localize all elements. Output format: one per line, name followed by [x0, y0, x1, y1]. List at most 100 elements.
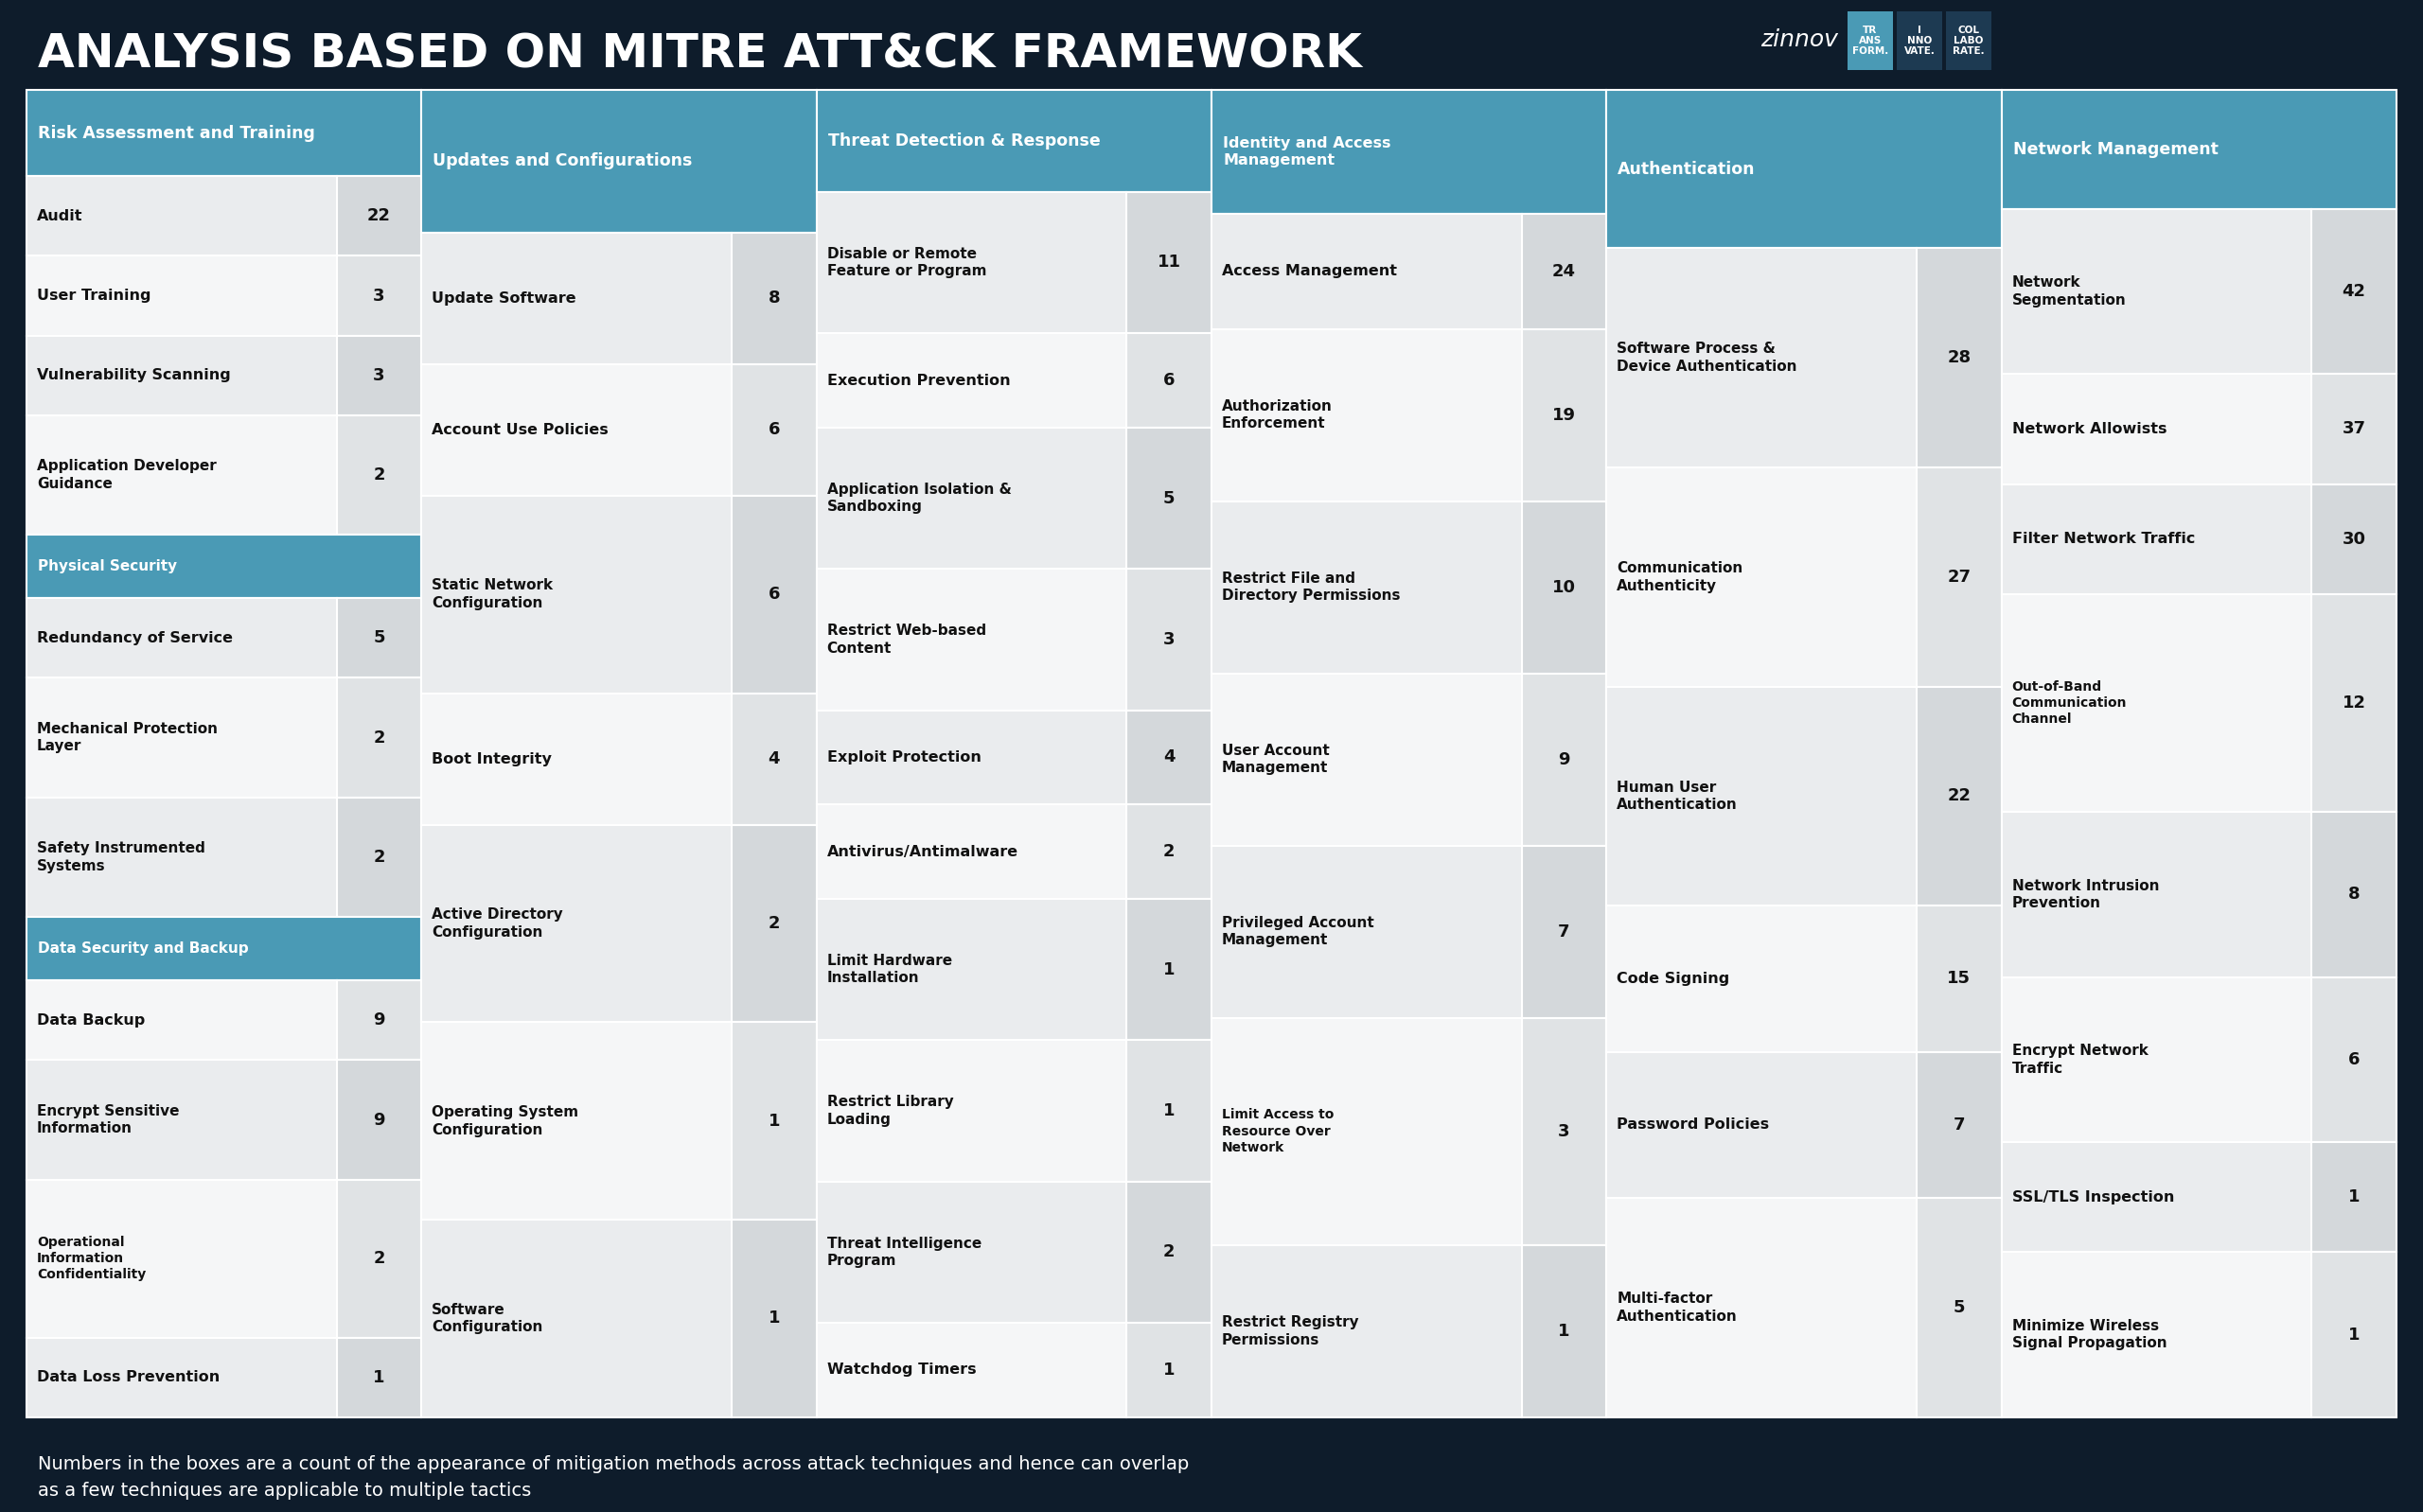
Text: Authorization
Enforcement: Authorization Enforcement — [1221, 399, 1333, 431]
Text: 2: 2 — [768, 915, 780, 931]
Text: zinnov: zinnov — [1762, 29, 1839, 51]
Text: 15: 15 — [1948, 971, 1970, 987]
Bar — [1522, 1018, 1606, 1244]
Text: Filter Network Traffic: Filter Network Traffic — [2011, 532, 2195, 546]
Text: Restrict File and
Directory Permissions: Restrict File and Directory Permissions — [1221, 572, 1400, 603]
Bar — [27, 89, 2396, 1417]
Bar — [1606, 89, 2001, 248]
Text: Code Signing: Code Signing — [1616, 972, 1730, 986]
Bar — [2001, 594, 2312, 812]
Text: Numbers in the boxes are a count of the appearance of mitigation methods across : Numbers in the boxes are a count of the … — [39, 1455, 1190, 1500]
Text: 7: 7 — [1558, 924, 1570, 940]
Bar — [2001, 89, 2396, 209]
Bar — [337, 980, 422, 1060]
Bar — [1946, 11, 1992, 70]
Text: 1: 1 — [2348, 1188, 2360, 1205]
Text: 22: 22 — [1948, 788, 1970, 804]
Bar — [337, 175, 422, 256]
Text: Access Management: Access Management — [1221, 265, 1398, 278]
Bar — [1606, 248, 1917, 467]
Text: 28: 28 — [1948, 349, 1970, 366]
Bar — [1212, 673, 1522, 845]
Bar — [1212, 215, 1522, 330]
Text: Boot Integrity: Boot Integrity — [431, 751, 552, 767]
Text: 3: 3 — [373, 367, 385, 384]
Text: Disable or Remote
Feature or Program: Disable or Remote Feature or Program — [826, 246, 986, 278]
Text: User Account
Management: User Account Management — [1221, 744, 1330, 776]
Bar — [2312, 209, 2396, 373]
Text: Account Use Policies: Account Use Policies — [431, 423, 608, 437]
Text: Vulnerability Scanning: Vulnerability Scanning — [36, 369, 230, 383]
Bar — [2001, 1142, 2312, 1252]
Text: 10: 10 — [1553, 579, 1575, 596]
Text: Static Network
Configuration: Static Network Configuration — [431, 579, 552, 611]
Bar — [1606, 1052, 1917, 1198]
Text: Update Software: Update Software — [431, 292, 577, 305]
Bar — [337, 256, 422, 336]
Bar — [817, 89, 1212, 192]
Bar — [2312, 373, 2396, 484]
Bar — [337, 1179, 422, 1338]
Text: Limit Access to
Resource Over
Network: Limit Access to Resource Over Network — [1221, 1108, 1335, 1154]
Text: 42: 42 — [2343, 283, 2365, 299]
Bar — [1127, 898, 1212, 1040]
Text: 24: 24 — [1553, 263, 1575, 280]
Text: COL
LABO
RATE.: COL LABO RATE. — [1953, 26, 1984, 56]
Text: Safety Instrumented
Systems: Safety Instrumented Systems — [36, 841, 206, 874]
Text: 3: 3 — [1163, 631, 1175, 649]
Bar — [1522, 500, 1606, 673]
Text: Threat Intelligence
Program: Threat Intelligence Program — [826, 1237, 981, 1269]
Text: 3: 3 — [1558, 1123, 1570, 1140]
Bar — [1897, 11, 1943, 70]
Bar — [1127, 1040, 1212, 1181]
Bar — [27, 416, 337, 535]
Bar — [2001, 977, 2312, 1142]
Bar — [2001, 209, 2312, 373]
Bar — [817, 804, 1127, 898]
Text: Risk Assessment and Training: Risk Assessment and Training — [39, 124, 315, 142]
Bar — [2312, 977, 2396, 1142]
Bar — [1606, 467, 1917, 686]
Text: Exploit Protection: Exploit Protection — [826, 750, 981, 765]
Bar — [27, 797, 337, 918]
Text: 9: 9 — [373, 1111, 385, 1128]
Bar — [27, 256, 337, 336]
Bar — [422, 692, 732, 824]
Bar — [337, 599, 422, 677]
Text: 7: 7 — [1953, 1116, 1965, 1134]
Text: 4: 4 — [768, 750, 780, 768]
Bar — [27, 1179, 337, 1338]
Text: 2: 2 — [373, 467, 385, 484]
Text: Network Intrusion
Prevention: Network Intrusion Prevention — [2011, 878, 2159, 910]
Text: 1: 1 — [1558, 1323, 1570, 1340]
Text: SSL/TLS Inspection: SSL/TLS Inspection — [2011, 1190, 2173, 1204]
Bar — [337, 1338, 422, 1417]
Bar — [1522, 1244, 1606, 1417]
Text: Password Policies: Password Policies — [1616, 1117, 1769, 1132]
Bar — [337, 416, 422, 535]
Text: ANALYSIS BASED ON MITRE ATT&CK FRAMEWORK: ANALYSIS BASED ON MITRE ATT&CK FRAMEWORK — [39, 32, 1362, 77]
Text: 6: 6 — [768, 585, 780, 603]
Text: User Training: User Training — [36, 289, 150, 302]
Text: 27: 27 — [1948, 569, 1970, 585]
Text: 11: 11 — [1158, 254, 1180, 271]
Text: 5: 5 — [1953, 1299, 1965, 1315]
Bar — [2312, 484, 2396, 594]
Bar — [1127, 333, 1212, 428]
Text: Out-of-Band
Communication
Channel: Out-of-Band Communication Channel — [2011, 680, 2127, 726]
Text: Physical Security: Physical Security — [39, 559, 177, 573]
Bar — [1917, 1052, 2001, 1198]
Text: Operating System
Configuration: Operating System Configuration — [431, 1105, 579, 1137]
Bar — [422, 1022, 732, 1220]
Text: 1: 1 — [1163, 962, 1175, 978]
Bar — [422, 89, 817, 233]
Text: Minimize Wireless
Signal Propagation: Minimize Wireless Signal Propagation — [2011, 1318, 2166, 1350]
Text: Human User
Authentication: Human User Authentication — [1616, 780, 1737, 812]
Text: Authentication: Authentication — [1619, 160, 1757, 177]
Text: Encrypt Network
Traffic: Encrypt Network Traffic — [2011, 1043, 2149, 1075]
Text: Communication
Authenticity: Communication Authenticity — [1616, 561, 1742, 593]
Bar — [337, 677, 422, 797]
Bar — [2312, 812, 2396, 977]
Bar — [1917, 248, 2001, 467]
Bar — [817, 569, 1127, 711]
